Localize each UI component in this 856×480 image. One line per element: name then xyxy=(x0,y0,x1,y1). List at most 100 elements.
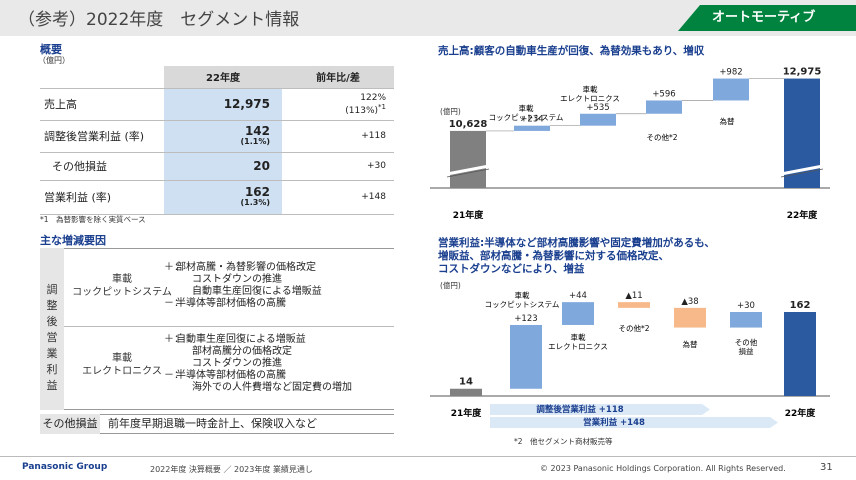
category-label: 車載 xyxy=(519,103,534,113)
row-label: 営業利益 (率) xyxy=(40,180,164,215)
data-label: 162 xyxy=(790,300,811,311)
annotation-arrow xyxy=(490,404,710,415)
category-label: 22年度 xyxy=(787,209,819,221)
category-label: コックピットシステム xyxy=(489,113,564,122)
data-label: +234 xyxy=(520,115,543,125)
group-items-cockpit: ＋：部材高騰・為替影響の価格改定 コストダウンの推進 自動車生産回復による増販益… xyxy=(164,262,322,310)
chart-title: 営業利益:半導体など部材高騰影響や固定費増加があるも、 xyxy=(438,236,715,249)
group-items-electronics: ＋：自動車生産回復による増販益 部材高騰分の価格改定 コストダウンの推進 －：半… xyxy=(164,334,352,394)
annotation-label: 営業利益 +148 xyxy=(583,417,645,428)
axis-break xyxy=(780,168,824,178)
group-name-electronics: 車載 エレクトロニクス xyxy=(82,353,162,377)
axis-break xyxy=(446,168,490,178)
row-value: 12,975 xyxy=(223,97,270,111)
category-label: 車載 xyxy=(515,290,530,300)
data-label: ▲11 xyxy=(625,291,642,301)
factor-item: コストダウンの推進 xyxy=(192,274,282,285)
data-label: +982 xyxy=(719,68,742,78)
chart-unit: (億円) xyxy=(440,106,461,116)
chart-title: 売上高:顧客の自動車生産が回復、為替効果もあり、増収 xyxy=(438,44,705,57)
chart-unit: (億円) xyxy=(440,280,461,290)
table-row: 営業利益 (率) 162 (1.3%) +148 xyxy=(40,180,394,215)
other-pl-label: その他損益 xyxy=(40,414,100,434)
row-prev-sub: (113%) xyxy=(345,105,379,116)
factors-vertical-label: 調 整 後 営 業 利 益 xyxy=(46,283,58,392)
chart-bar xyxy=(784,312,816,396)
row-sub: (1.3%) xyxy=(240,198,271,207)
factors-vertical-column xyxy=(40,248,64,410)
category-label: 車載 xyxy=(571,332,586,342)
col-current: 22年度 xyxy=(164,66,282,89)
chart-bar xyxy=(713,78,749,101)
footer xyxy=(0,456,856,480)
category-label: コックピットシステム xyxy=(485,300,560,309)
factor-item: ＋：部材高騰・為替影響の価格改定 xyxy=(164,262,316,273)
data-label: 10,628 xyxy=(449,119,488,130)
table-row: その他損益 20 +30 xyxy=(40,152,394,181)
overview-unit: （億円） xyxy=(38,56,70,65)
chart-bar xyxy=(450,388,482,396)
factor-item: コストダウンの推進 xyxy=(192,358,282,369)
category-label: その他*2 xyxy=(618,323,649,333)
chart-bar xyxy=(646,100,682,114)
factors-box xyxy=(40,248,394,410)
factor-item: 自動車生産回復による増販益 xyxy=(192,286,322,297)
chart-bar xyxy=(674,307,706,328)
row-sub: (1.1%) xyxy=(240,137,271,146)
row-label: 売上高 xyxy=(40,88,164,121)
chart-bar xyxy=(510,324,542,389)
data-label: +123 xyxy=(514,314,537,324)
brand-logo: Panasonic Group xyxy=(22,462,108,472)
data-label: ▲38 xyxy=(681,297,698,307)
row-label: 調整後営業利益 (率) xyxy=(40,120,164,153)
col-prev: 前年比/差 xyxy=(282,66,394,89)
other-pl-row xyxy=(40,414,394,434)
factors-divider xyxy=(64,326,394,327)
chart-bar xyxy=(450,130,486,188)
chart-bar xyxy=(730,312,762,328)
factor-item: 海外での人件費増など固定費の増加 xyxy=(192,382,352,393)
category-label: 損益 xyxy=(739,346,754,356)
factors-heading: 主な増減要因 xyxy=(40,234,106,247)
category-label: エレクトロニクス xyxy=(548,342,608,351)
category-label: その他 xyxy=(735,337,758,347)
chart-bar xyxy=(562,302,594,325)
group-name-cockpit: 車載 コックピットシステム xyxy=(72,274,172,298)
page-number: 31 xyxy=(820,462,833,473)
category-label: 為替 xyxy=(720,116,735,126)
row-prev: 122% xyxy=(360,92,386,103)
category-label: 21年度 xyxy=(453,209,485,221)
category-label: その他*2 xyxy=(646,132,677,142)
footer-copyright: © 2023 Panasonic Holdings Corporation. A… xyxy=(540,464,786,473)
chart-bar xyxy=(580,113,616,126)
segment-tab: オートモーティブ xyxy=(678,5,856,31)
chart-bar xyxy=(514,125,550,131)
row-prev: +118 xyxy=(282,120,394,153)
overview-heading: 概要 xyxy=(40,43,62,56)
factor-item: ＋：自動車生産回復による増販益 xyxy=(164,334,306,345)
factor-item: －：半導体等部材価格の高騰 xyxy=(164,370,286,381)
table-row: 売上高 12,975 122% (113%)*1 xyxy=(40,88,394,121)
category-label: 22年度 xyxy=(785,407,817,419)
chart-bar xyxy=(618,302,650,308)
row-value: 20 xyxy=(253,159,270,173)
overview-table: 22年度 前年比/差 売上高 12,975 122% (113%)*1 調整後営業… xyxy=(40,66,394,215)
data-label: +535 xyxy=(586,103,609,113)
data-label: +596 xyxy=(652,89,675,99)
category-label: 21年度 xyxy=(451,407,483,419)
table-header-row: 22年度 前年比/差 xyxy=(40,66,394,89)
row-value: 162 xyxy=(244,185,270,199)
overview-footnote: *1 為替影響を除く実質ベース xyxy=(40,215,146,224)
factor-item: －：半導体等部材価格の高騰 xyxy=(164,298,286,309)
data-label: 14 xyxy=(459,377,473,388)
page-title: （参考）2022年度 セグメント情報 xyxy=(18,10,300,30)
row-value: 142 xyxy=(244,124,270,138)
factor-item: 部材高騰分の価格改定 xyxy=(192,346,292,357)
annotation-arrow xyxy=(490,417,778,428)
footer-doc: 2022年度 決算概要 ／ 2023年度 業績見通し xyxy=(150,465,313,474)
table-row: 調整後営業利益 (率) 142 (1.1%) +118 xyxy=(40,120,394,153)
row-note: *1 xyxy=(378,102,386,111)
data-label: 12,975 xyxy=(783,67,822,78)
waterfall-charts: 売上高:顧客の自動車生産が回復、為替効果もあり、増収 (億円) 10,628 +234… xyxy=(430,44,830,446)
data-label: +44 xyxy=(569,291,587,301)
